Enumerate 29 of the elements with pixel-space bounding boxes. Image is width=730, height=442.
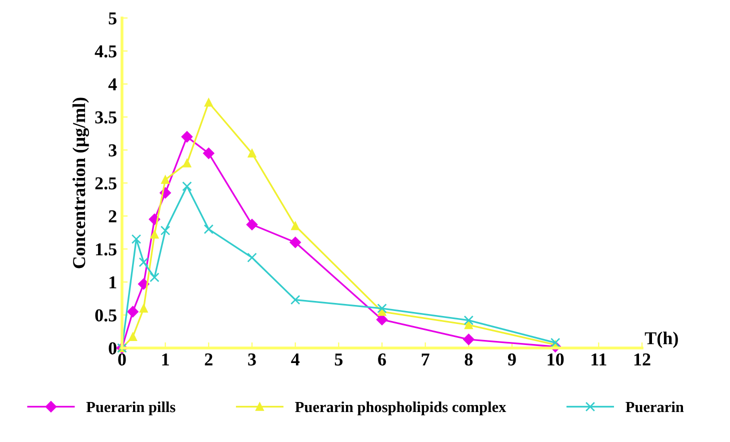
y-tick-label: 3 [108,144,117,156]
x-tick-label: 6 [378,353,386,366]
x-tick-label: 1 [162,353,169,366]
y-tick-label: 2 [108,210,116,222]
legend-label: Puerarin phospholipids complex [295,401,506,416]
x-tick-label: 3 [248,353,256,366]
x-tick-label: 8 [464,353,473,366]
y-tick-label: 0 [108,342,116,354]
x-tick-label: 4 [291,354,300,366]
x-tick-label: 7 [422,354,430,366]
y-tick-label: 1 [110,276,116,288]
y-tick-label: 1.5 [96,243,116,256]
legend-label: Puerarin [626,401,684,412]
legend-label: Puerarin pills [86,401,176,416]
y-tick-label: 2.5 [95,177,116,190]
y-tick-label: 3.5 [95,111,116,124]
y-axis-title: Concentration (μg/ml) [72,98,90,268]
x-tick-label: 12 [634,353,650,366]
y-tick-label: 5 [108,12,116,24]
x-tick-label: 0 [118,353,126,366]
x-tick-label: 5 [334,354,343,366]
y-tick-label: 0.5 [95,309,116,322]
x-tick-label: 11 [592,353,606,366]
x-tick-label: 2 [204,353,212,366]
y-tick-label: 4 [108,78,117,90]
x-tick-label: 9 [508,353,516,366]
y-tick-label: 4.5 [94,45,116,58]
x-axis-title: T(h) [644,332,678,348]
x-tick-label: 10 [548,353,564,366]
